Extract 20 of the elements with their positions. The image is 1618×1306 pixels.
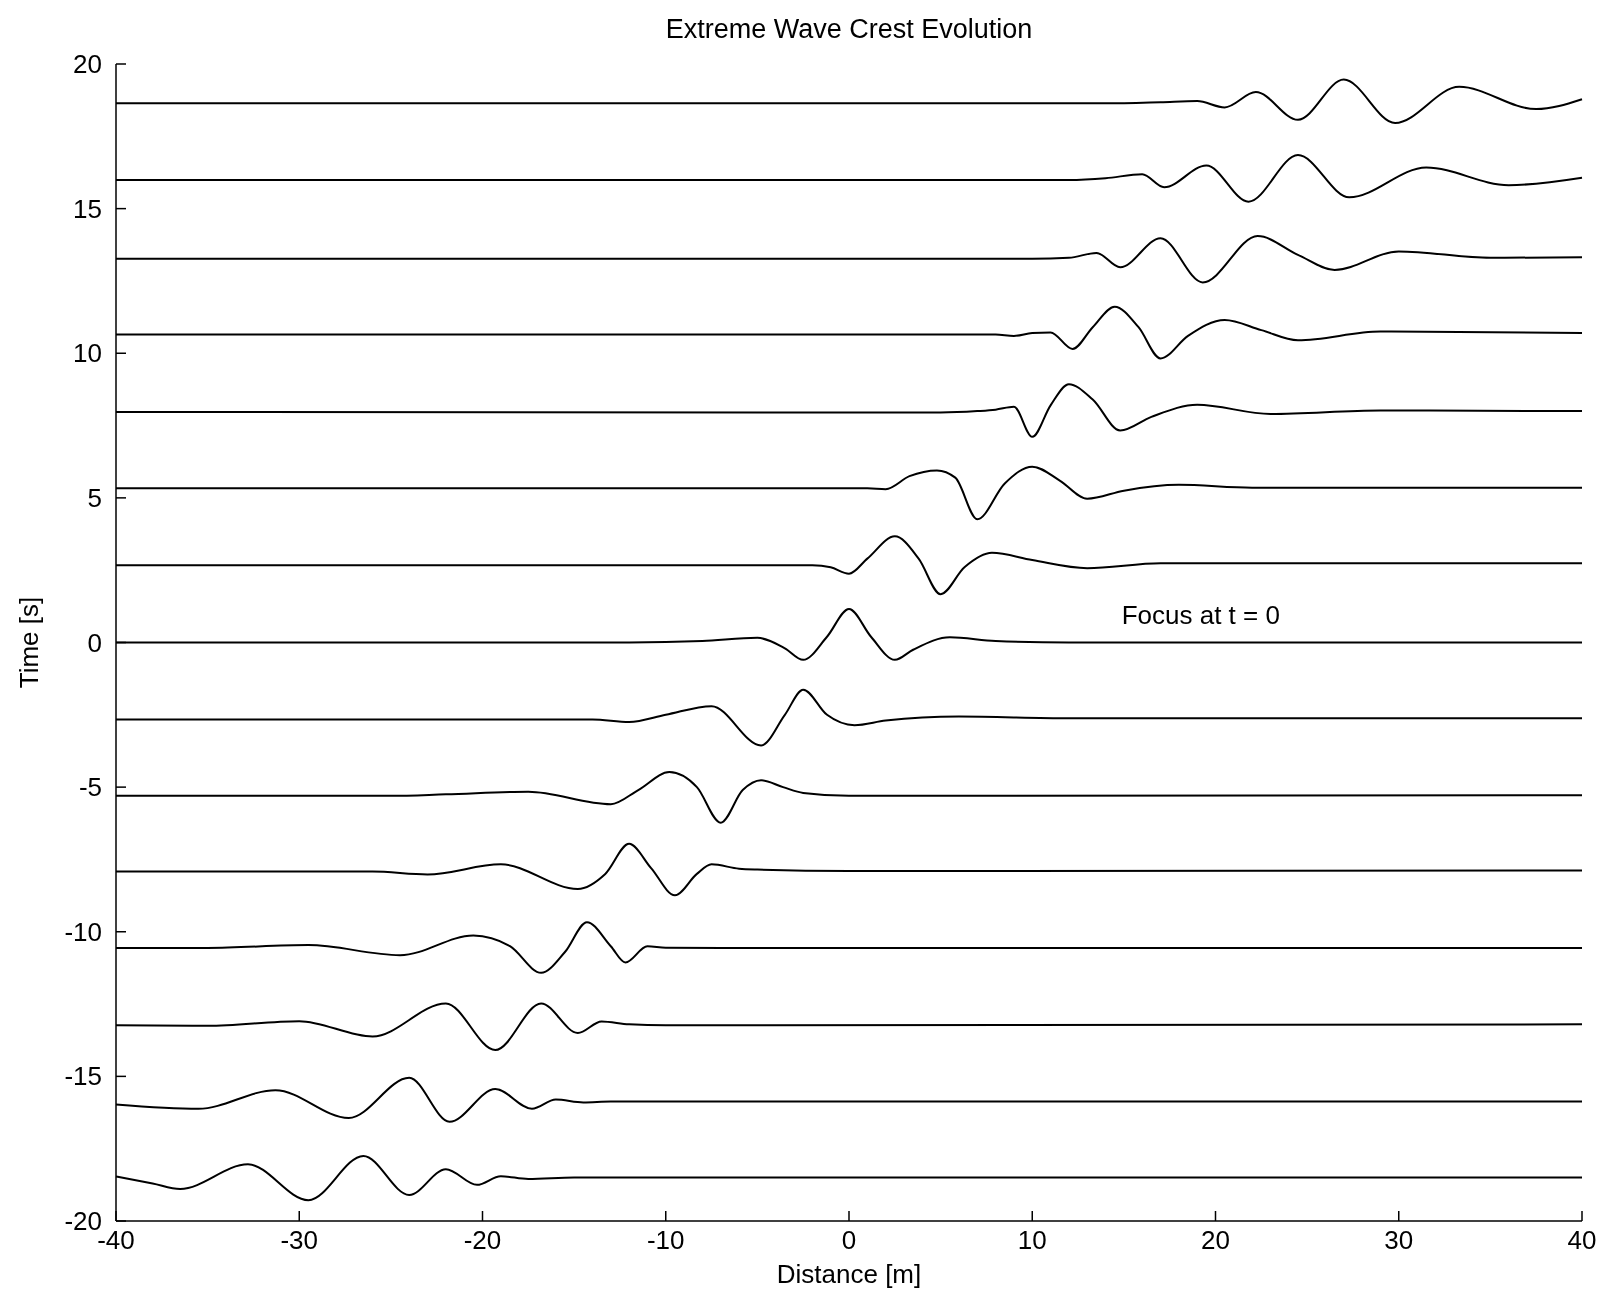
y-tick-label: 15 <box>73 193 102 224</box>
y-tick-label: 0 <box>87 627 102 658</box>
annotation: Focus at t = 0 <box>1121 600 1280 630</box>
x-tick-label: 0 <box>841 1225 857 1255</box>
y-tick-label: 5 <box>87 482 102 513</box>
x-tick-label: 30 <box>1384 1225 1414 1255</box>
chart-title: Extreme Wave Crest Evolution <box>665 14 1033 44</box>
y-tick-label: 20 <box>73 49 102 80</box>
x-tick-label: -30 <box>280 1225 319 1255</box>
y-tick-label: -5 <box>78 772 102 803</box>
x-tick-label: 20 <box>1201 1225 1230 1255</box>
x-tick-label: 40 <box>1567 1225 1597 1255</box>
y-axis-title: Time [s] <box>14 596 44 689</box>
y-tick-label: -15 <box>64 1061 102 1092</box>
x-tick-label: -10 <box>646 1225 685 1255</box>
y-tick-label: 10 <box>73 338 102 369</box>
x-tick-label: 10 <box>1017 1225 1047 1255</box>
y-tick-label: -10 <box>64 916 102 947</box>
x-tick-label: -20 <box>463 1225 502 1255</box>
x-axis-title: Distance [m] <box>776 1259 922 1289</box>
